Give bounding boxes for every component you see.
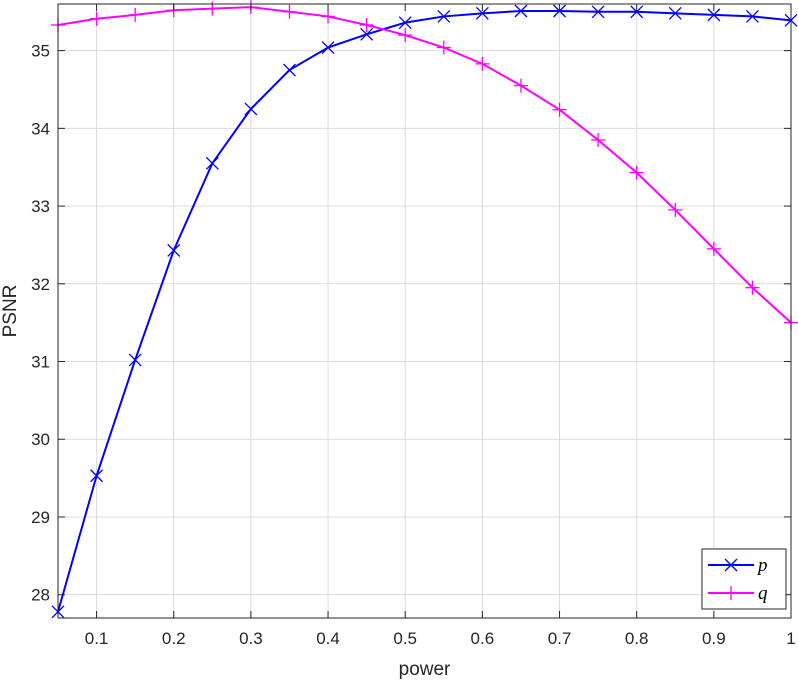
data-point-q: [359, 17, 374, 32]
data-point-q: [591, 133, 606, 148]
data-point-p: [90, 469, 104, 483]
ticks: 0.1 0.2 0.3 0.4 0.5 0.6 0.7 0.8 0.9 1 28 29 30 31 32 33…: [31, 4, 796, 648]
data-point-q: [745, 280, 760, 295]
data-point-p: [591, 5, 605, 19]
y-tick-label: 28: [31, 586, 50, 605]
y-axis-title: PSNR: [0, 285, 21, 338]
data-point-p: [514, 4, 528, 18]
y-tick-label: 29: [31, 508, 50, 527]
plot-background: [58, 4, 791, 618]
x-tick-label: 0.4: [316, 629, 340, 648]
data-point-p: [321, 41, 335, 54]
data-point-q: [398, 28, 413, 43]
data-point-q: [668, 202, 683, 217]
series-line-p: [57, 9, 792, 613]
legend-marker-p: [724, 558, 738, 572]
data-point-p: [167, 243, 181, 257]
y-tick-label: 32: [31, 275, 50, 294]
x-tick-label: 0.3: [239, 629, 263, 648]
legend-entry-q: q: [708, 583, 768, 604]
series-q: [51, 0, 798, 330]
data-point-p: [475, 6, 489, 20]
x-axis-title: power: [399, 659, 451, 680]
legend-box: [701, 548, 787, 610]
plot-frame: [57, 3, 792, 619]
y-tick-label: 34: [31, 119, 50, 138]
x-tick-label: 0.2: [162, 629, 186, 648]
data-point-p: [283, 63, 296, 77]
x-tick-label: 0.7: [548, 629, 572, 648]
data-point-q: [513, 78, 528, 93]
data-point-q: [629, 165, 644, 180]
data-point-p: [668, 6, 682, 20]
legend-label-p: p: [756, 555, 768, 576]
data-point-q: [321, 9, 336, 24]
grid: [58, 4, 792, 618]
data-point-p: [244, 102, 258, 116]
series-p: [51, 4, 798, 619]
data-point-p: [745, 9, 759, 23]
y-tick-label: 33: [31, 197, 50, 216]
data-point-p: [128, 353, 142, 367]
data-point-q: [282, 4, 297, 19]
data-point-q: [128, 7, 143, 22]
x-tick-label: 0.6: [471, 629, 495, 648]
data-point-q: [89, 11, 104, 26]
x-tick-label: 0.1: [85, 629, 109, 648]
legend: pq: [701, 548, 787, 610]
y-tick-label: 31: [31, 353, 50, 372]
legend-entry-p: p: [708, 555, 768, 576]
y-tick-label: 30: [31, 430, 50, 449]
data-point-p: [360, 27, 374, 41]
y-tick-label: 35: [31, 42, 50, 61]
legend-label-q: q: [758, 583, 768, 604]
x-tick-label: 0.5: [393, 629, 417, 648]
data-point-p: [398, 16, 412, 30]
legend-marker-q: [724, 586, 738, 600]
data-point-p: [707, 8, 721, 22]
data-point-q: [436, 40, 451, 55]
series-layer: [51, 0, 798, 619]
x-tick-label: 0.8: [625, 629, 649, 648]
data-point-q: [706, 241, 721, 256]
data-point-p: [437, 9, 451, 23]
data-point-p: [630, 5, 644, 19]
data-point-q: [475, 56, 490, 71]
x-tick-label: 0.9: [702, 629, 726, 648]
data-point-p: [205, 156, 219, 170]
data-point-q: [552, 102, 567, 117]
x-tick-label: 1: [786, 629, 795, 648]
